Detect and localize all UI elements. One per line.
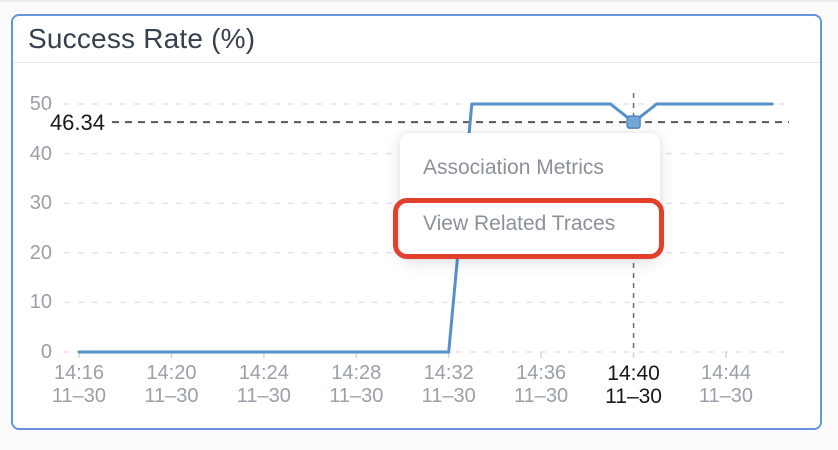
card-header: Success Rate (%) — [13, 16, 820, 63]
x-axis-label: 14:24 11–30 — [236, 362, 291, 407]
x-axis-label: 14:40 11–30 — [605, 362, 662, 408]
menu-item-view-related-traces[interactable]: View Related Traces — [423, 212, 616, 235]
y-axis-label: 50 — [29, 93, 52, 115]
highlight-value-label: 46.34 — [0, 109, 108, 136]
x-axis-label: 14:16 11–30 — [51, 362, 107, 407]
page-top-divider — [0, 0, 838, 2]
x-axis-label: 14:36 11–30 — [514, 362, 569, 407]
context-menu: Association Metrics View Related Traces — [400, 133, 660, 259]
menu-item-association-metrics[interactable]: Association Metrics — [423, 156, 604, 179]
y-axis-label: 10 — [29, 291, 52, 314]
y-axis-label: 0 — [40, 341, 52, 363]
y-axis-label: 40 — [29, 142, 52, 165]
y-axis-label: 20 — [29, 241, 52, 264]
x-axis-label: 14:44 11–30 — [698, 362, 754, 407]
x-axis-label: 14:32 11–30 — [421, 362, 476, 407]
x-axis-label: 14:20 11–30 — [144, 362, 199, 407]
chart-title: Success Rate (%) — [28, 23, 256, 54]
highlight-value-text: 46.34 — [46, 109, 108, 136]
highlight-marker[interactable] — [626, 115, 641, 129]
x-axis-label: 14:28 11–30 — [329, 362, 384, 407]
y-axis-label: 30 — [29, 192, 52, 215]
